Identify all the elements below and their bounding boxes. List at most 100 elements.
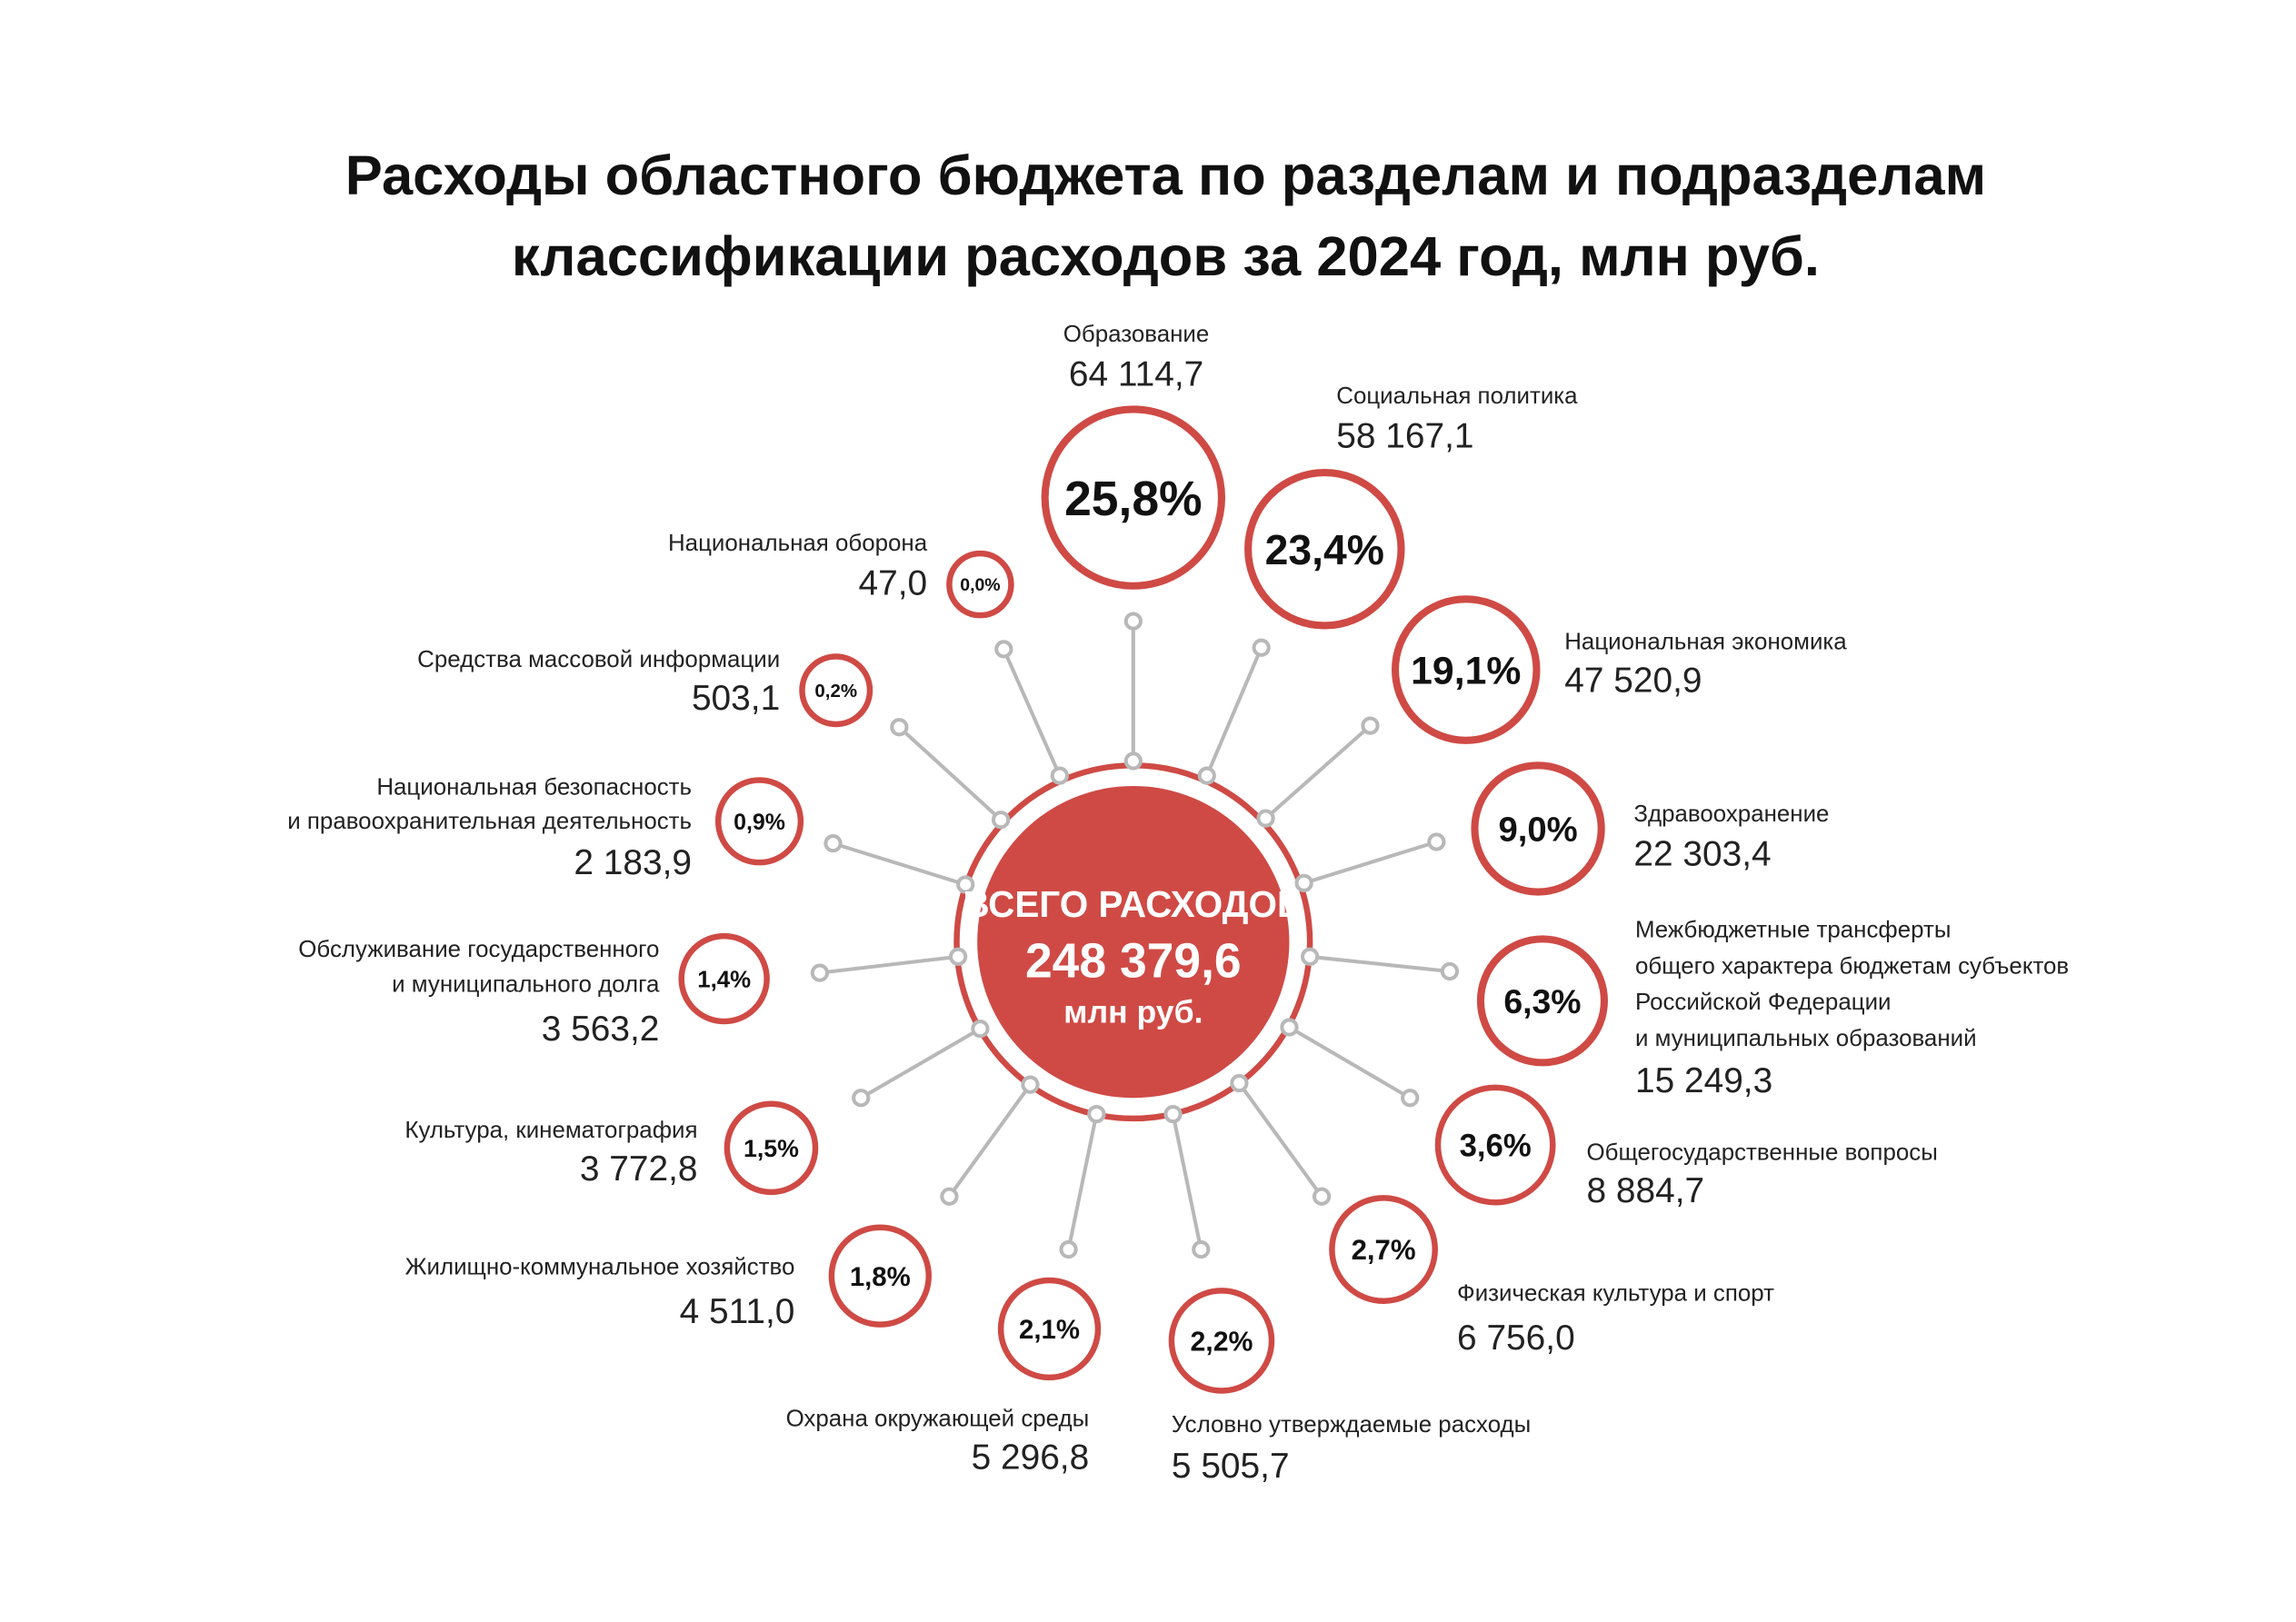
category-value: 64 114,7 bbox=[1069, 355, 1203, 394]
total-label: ВСЕГО РАСХОДОВ bbox=[963, 883, 1303, 925]
percent-label: 0,2% bbox=[814, 681, 857, 702]
category-value: 5 505,7 bbox=[1172, 1447, 1290, 1486]
connector-dot bbox=[948, 947, 968, 966]
category-label: Национальная оборона bbox=[668, 531, 928, 556]
item-2: 23,4% Социальная политика 58 167,1 bbox=[1244, 383, 1578, 630]
percent-label: 1,4% bbox=[697, 967, 751, 992]
connector-dot bbox=[1312, 1187, 1332, 1206]
connector-dot bbox=[956, 875, 975, 894]
category-value: 47,0 bbox=[858, 563, 927, 602]
item-7: 2,7% Физическая культура и спорт 6 756,0 bbox=[1329, 1195, 1774, 1358]
percent-label: 0,9% bbox=[734, 810, 785, 835]
percent-bubble bbox=[1434, 1084, 1556, 1206]
connector-line bbox=[860, 1027, 982, 1100]
items: 25,8% Образование 64 114,7 23,4% Социальная … bbox=[287, 322, 2069, 1486]
percent-label: 19,1% bbox=[1411, 649, 1521, 692]
item-12: 1,4% Обслуживание государственного и муниц… bbox=[298, 932, 770, 1049]
category-value: 15 249,3 bbox=[1635, 1061, 1772, 1100]
percent-label: 2,1% bbox=[1019, 1315, 1080, 1345]
connector-dot bbox=[1256, 809, 1275, 828]
percent-label: 2,7% bbox=[1352, 1234, 1416, 1266]
percent-bubble bbox=[1168, 1288, 1275, 1394]
category-value: 8 884,7 bbox=[1587, 1171, 1705, 1210]
connector-dot bbox=[940, 1187, 959, 1206]
category-value: 503,1 bbox=[692, 679, 780, 718]
percent-label: 1,5% bbox=[744, 1135, 799, 1162]
connector-dot bbox=[1252, 638, 1271, 657]
category-label: и муниципальных образований bbox=[1635, 1026, 1977, 1051]
category-value: 5 296,8 bbox=[972, 1438, 1090, 1477]
percent-bubble bbox=[799, 653, 873, 728]
percent-bubble bbox=[714, 777, 804, 866]
connector-dot bbox=[824, 834, 843, 853]
category-value: 3 563,2 bbox=[542, 1010, 660, 1049]
connector-dot bbox=[1230, 1073, 1249, 1093]
percent-bubble bbox=[1391, 595, 1541, 744]
category-value: 58 167,1 bbox=[1336, 417, 1473, 456]
connector-dot bbox=[852, 1089, 871, 1108]
category-label: и правоохранительная деятельность bbox=[287, 809, 692, 834]
connector-dots bbox=[810, 612, 1460, 1259]
connector-dot bbox=[1087, 1104, 1106, 1124]
connector-dot bbox=[1123, 612, 1143, 631]
connector-line bbox=[832, 841, 966, 887]
percent-label: 0,0% bbox=[960, 575, 1000, 595]
connector-line bbox=[1002, 648, 1062, 777]
category-label: Физическая культура и спорт bbox=[1457, 1281, 1774, 1307]
connector-dot bbox=[810, 963, 830, 982]
connector-dot bbox=[1059, 1239, 1078, 1259]
item-5: 6,3% Межбюджетные трансферты общего характ… bbox=[1476, 918, 2069, 1100]
percent-bubble bbox=[1476, 935, 1609, 1067]
item-10: 1,8% Жилищно-коммунальное хозяйство 4 511,… bbox=[405, 1224, 932, 1331]
chart-title-line-1: Расходы областного бюджета по разделам и… bbox=[345, 144, 1986, 207]
connector-line bbox=[1066, 1113, 1099, 1250]
connector-line bbox=[1171, 1113, 1203, 1250]
category-value: 6 756,0 bbox=[1457, 1318, 1575, 1358]
connectors bbox=[819, 621, 1451, 1250]
category-label: Межбюджетные трансферты bbox=[1635, 918, 1951, 943]
connector-line bbox=[947, 1083, 1033, 1198]
category-label: Образование bbox=[1063, 322, 1209, 347]
item-3: 19,1% Национальная экономика 47 520,9 bbox=[1391, 595, 1847, 744]
connector-line bbox=[1288, 1025, 1412, 1100]
percent-bubble bbox=[946, 550, 1014, 619]
connector-dot bbox=[890, 718, 909, 737]
item-6: 3,6% Общегосударственные вопросы 8 884,7 bbox=[1434, 1084, 1938, 1210]
percent-label: 6,3% bbox=[1503, 982, 1581, 1020]
category-label: Охрана окружающей среды bbox=[786, 1406, 1090, 1431]
connector-dot bbox=[1197, 766, 1216, 785]
percent-bubble bbox=[1244, 469, 1405, 630]
total-circle bbox=[977, 785, 1290, 1099]
connector-line bbox=[1264, 724, 1372, 821]
percent-label: 2,2% bbox=[1190, 1327, 1253, 1357]
item-4: 9,0% Здравоохранение 22 303,4 bbox=[1471, 761, 1829, 896]
category-label: Условно утверждаемые расходы bbox=[1172, 1412, 1531, 1438]
connector-dot bbox=[1163, 1104, 1183, 1124]
connector-dot bbox=[1280, 1018, 1299, 1037]
connector-line bbox=[1204, 646, 1263, 777]
item-8: 2,2% Условно утверждаемые расходы 5 505,7 bbox=[1168, 1288, 1531, 1486]
connector-line bbox=[819, 954, 959, 975]
category-label: Российской Федерации bbox=[1635, 990, 1892, 1015]
item-14: 0,2% Средства массовой информации 503,1 bbox=[417, 647, 873, 728]
category-value: 2 183,9 bbox=[574, 843, 692, 882]
item-15: 0,0% Национальная оборона 47,0 bbox=[668, 531, 1014, 619]
connector-line bbox=[1303, 840, 1437, 885]
connector-dot bbox=[994, 640, 1013, 659]
item-11: 1,5% Культура, кинематография 3 772,8 bbox=[404, 1100, 819, 1196]
category-label: Жилищно-коммунальное хозяйство bbox=[405, 1255, 795, 1280]
chart-title-line-2: классификации расходов за 2024 год, млн … bbox=[512, 225, 1820, 288]
category-label: Национальная экономика bbox=[1564, 629, 1847, 654]
percent-bubble bbox=[997, 1277, 1102, 1381]
category-label: Социальная политика bbox=[1336, 383, 1578, 409]
connector-line bbox=[897, 725, 1003, 821]
category-value: 22 303,4 bbox=[1633, 834, 1771, 873]
connector-dot bbox=[1192, 1239, 1211, 1259]
item-1: 25,8% Образование 64 114,7 bbox=[1041, 322, 1226, 590]
connector-dot bbox=[1021, 1075, 1040, 1094]
category-value: 47 520,9 bbox=[1564, 661, 1702, 700]
total-value: 248 379,6 bbox=[1025, 934, 1242, 988]
category-label: Здравоохранение bbox=[1633, 801, 1829, 827]
category-value: 4 511,0 bbox=[680, 1292, 795, 1331]
